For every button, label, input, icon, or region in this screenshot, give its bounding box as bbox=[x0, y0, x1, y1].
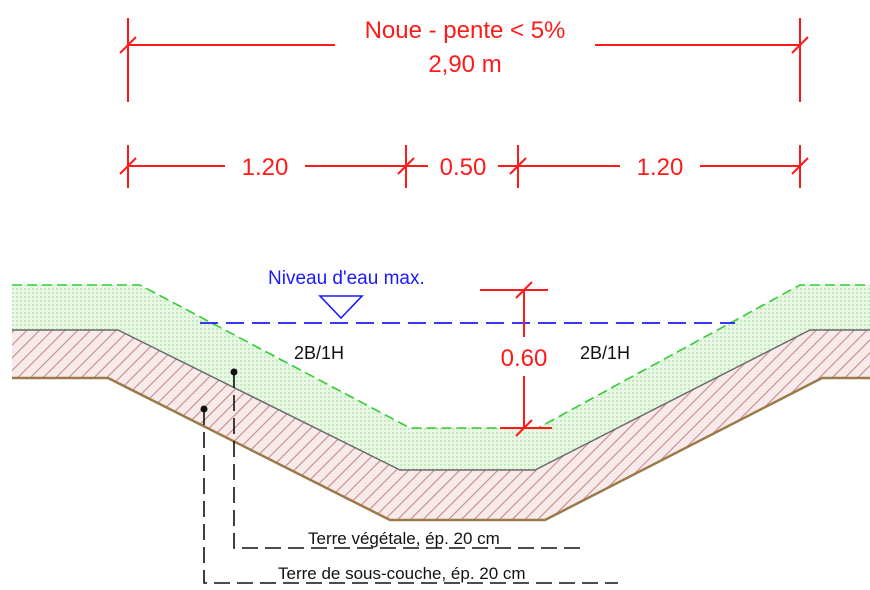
depth-value: 0.60 bbox=[501, 345, 548, 372]
tick-mark bbox=[119, 157, 137, 175]
left-bank-width: 1.20 bbox=[242, 154, 289, 181]
subsoil-layer bbox=[12, 330, 870, 522]
water-level-triangle-icon bbox=[318, 295, 364, 320]
swale-title: Noue - pente < 5% bbox=[365, 17, 566, 44]
tick-mark bbox=[515, 419, 533, 437]
tick-mark bbox=[509, 157, 527, 175]
ground-line bbox=[12, 376, 870, 522]
layer-boundary bbox=[12, 329, 870, 471]
subsoil-label: Terre de sous-couche, ép. 20 cm bbox=[278, 564, 526, 583]
subsoil-leader: Terre de sous-couche, ép. 20 cm bbox=[200, 405, 618, 584]
tick-mark bbox=[791, 157, 809, 175]
slope-label-left: 2B/1H bbox=[294, 343, 344, 363]
segment-dimensions: 1.20 0.50 1.20 bbox=[119, 145, 809, 188]
finished-ground-line bbox=[12, 284, 870, 429]
tick-mark bbox=[791, 36, 809, 54]
right-bank-width: 1.20 bbox=[637, 154, 684, 181]
depth-dimension: 0.60 bbox=[480, 281, 552, 437]
tick-mark bbox=[119, 36, 137, 54]
bottom-width: 0.50 bbox=[440, 154, 487, 181]
topsoil-leader: Terre végétale, ép. 20 cm bbox=[230, 368, 580, 549]
tick-mark bbox=[397, 157, 415, 175]
topsoil-label: Terre végétale, ép. 20 cm bbox=[308, 529, 500, 548]
topsoil-layer bbox=[12, 284, 870, 471]
total-width-label: 2,90 m bbox=[428, 51, 501, 78]
max-water-level: Niveau d'eau max. bbox=[200, 268, 735, 324]
slope-label-right: 2B/1H bbox=[580, 343, 630, 363]
water-level-label: Niveau d'eau max. bbox=[268, 268, 425, 289]
overall-dimension: Noue - pente < 5% 2,90 m bbox=[119, 17, 809, 102]
tick-mark bbox=[515, 281, 533, 299]
